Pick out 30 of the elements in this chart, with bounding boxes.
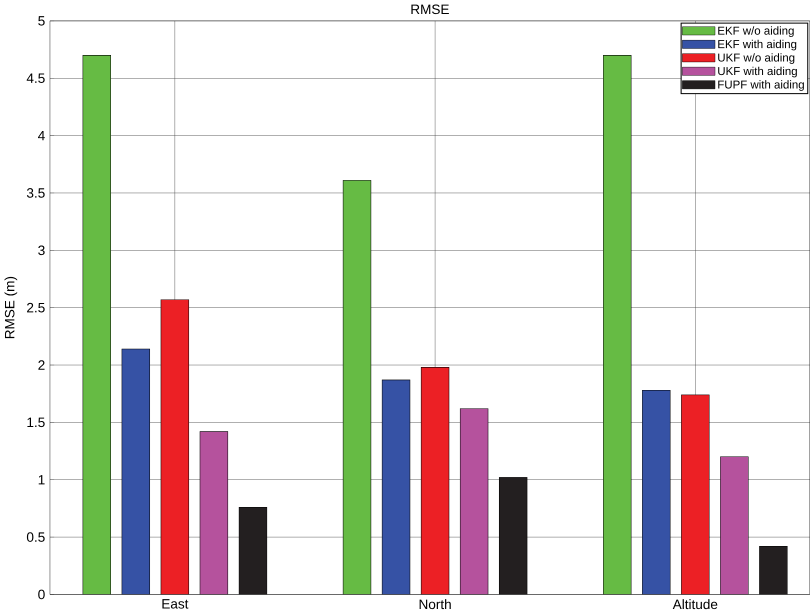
bar — [498, 477, 528, 595]
y-tick-label: 5 — [38, 16, 45, 26]
y-tick-label: 4.5 — [26, 74, 45, 84]
legend-label: UKF with aiding — [718, 66, 797, 78]
y-tick-label: 3.5 — [26, 188, 45, 198]
bar — [238, 507, 268, 595]
bar — [200, 431, 228, 595]
chart-title: RMSE — [411, 4, 449, 14]
y-tick-label: 1.5 — [27, 418, 45, 428]
y-tick-label: 1 — [38, 475, 45, 485]
legend-label: FUPF with aiding — [718, 80, 804, 92]
bar — [603, 55, 632, 595]
bar — [720, 456, 749, 595]
x-tick-label: Altitude — [672, 599, 718, 610]
legend-label: UKF w/o aiding — [718, 53, 794, 64]
bar — [460, 408, 488, 595]
y-axis-title: RMSE (m) — [4, 277, 18, 338]
y-tick-label: 2.5 — [27, 303, 45, 313]
legend-label: EKF w/o aiding — [718, 26, 794, 38]
y-tick-label: 2 — [38, 360, 45, 370]
x-tick-label: East — [162, 599, 188, 609]
legend-label: EKF with aiding — [718, 40, 796, 51]
y-tick-label: 3 — [38, 246, 45, 256]
bar — [759, 546, 788, 595]
y-tick-label: 0.5 — [26, 532, 45, 542]
y-tick-label: 4 — [38, 131, 45, 140]
y-tick-label: 0 — [38, 590, 45, 600]
x-tick-label: North — [420, 599, 451, 610]
bar — [342, 180, 372, 595]
bar — [82, 55, 111, 595]
